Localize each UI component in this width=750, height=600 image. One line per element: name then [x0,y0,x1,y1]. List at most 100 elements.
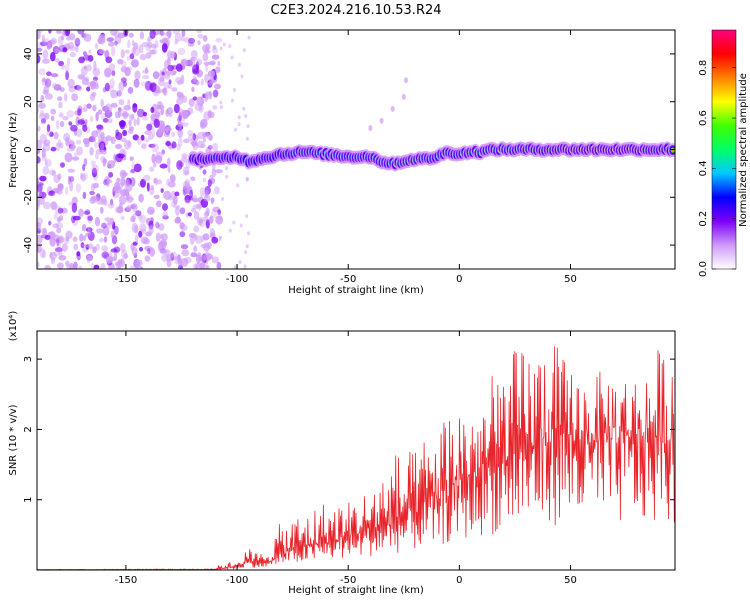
noise-cell [40,41,48,47]
noise-cell [182,111,190,120]
noise-cell [67,175,71,185]
noise-cell [193,211,200,220]
snr-series-line [37,346,675,570]
noise-cell [86,64,92,72]
noise-cell [211,236,219,244]
noise-cell [44,234,51,241]
noise-cell [37,261,40,268]
noise-cell [245,136,249,141]
noise-cell [193,77,198,84]
noise-cell [37,156,41,164]
noise-cell [202,136,207,143]
noise-cell [50,73,59,78]
noise-cell [120,49,125,59]
noise-cell [163,131,170,138]
colorbar-tick-label: 0.8 [698,60,709,76]
noise-cell [71,215,76,224]
noise-cell [106,220,111,226]
noise-cell [133,47,141,57]
noise-cell [178,136,183,147]
noise-cell [61,35,65,41]
noise-cell [114,111,120,119]
noise-cell [182,181,190,190]
noise-cell [178,126,182,133]
noise-cell [56,238,60,247]
noise-cell [117,58,124,65]
noise-cell [141,42,149,48]
noise-cell [84,52,89,63]
spectrogram-ylabel: Frequency (Hz) [8,112,19,188]
noise-cell [151,127,156,137]
noise-cell [217,209,222,216]
noise-cell [237,115,241,120]
noise-cell [104,67,112,78]
noise-cell [37,202,40,211]
noise-cell [52,223,60,229]
noise-cell [49,131,54,137]
noise-cell [82,191,87,200]
noise-cell [205,207,210,215]
noise-cell [83,65,87,70]
noise-cell [156,179,163,185]
noise-cell [90,183,96,192]
noise-cell [159,163,168,169]
noise-cell [108,63,116,72]
noise-cell [194,262,203,269]
noise-cell [244,114,248,118]
noise-cell [90,196,99,201]
noise-cell [64,152,73,163]
noise-cell [142,75,150,80]
noise-cell [48,190,56,197]
noise-cell [121,112,130,118]
noise-cell [67,78,75,89]
noise-cell [105,255,114,264]
y-tick-label: 2 [23,426,34,432]
noise-cell [162,215,169,220]
noise-cell [56,217,61,223]
noise-cell [218,237,222,242]
noise-cell [37,221,42,232]
noise-cell [100,262,106,269]
noise-cell [138,44,144,54]
noise-cell [205,43,211,51]
noise-cell [190,176,196,182]
noise-cell [230,55,234,60]
noise-cell [123,105,131,111]
noise-cell [145,67,148,74]
noise-cell [130,204,136,210]
snr-y-axis: 1 2 3 [23,356,675,503]
noise-cell [196,204,203,209]
noise-cell [215,66,221,74]
noise-cell [146,123,153,131]
colorbar-tick-label: 0.0 [698,261,709,277]
noise-cell [245,177,249,182]
noise-cell [234,127,238,132]
noise-cell [95,243,100,251]
x-tick-label: 0 [456,274,462,285]
noise-cell [99,237,104,243]
noise-cell [83,51,87,56]
noise-cell [115,262,121,269]
noise-cell [205,219,210,229]
noise-cell [127,128,134,135]
noise-cell [82,124,88,132]
noise-cell [106,37,115,42]
noise-cell [207,81,214,86]
streak-cell [379,117,384,124]
noise-cell [200,96,204,106]
noise-cell [91,130,99,138]
noise-cell [157,127,164,137]
noise-cell [115,153,123,163]
noise-cell [77,30,85,35]
noise-cell [107,202,115,209]
noise-cell [73,243,78,251]
noise-cell [203,49,211,54]
noise-cell [100,142,105,151]
noise-cell [71,202,78,213]
noise-cell [180,157,188,163]
noise-cell [182,95,188,103]
noise-cell [155,232,161,242]
noise-cell [228,44,232,49]
noise-cell [91,164,99,174]
noise-cell [93,60,97,71]
